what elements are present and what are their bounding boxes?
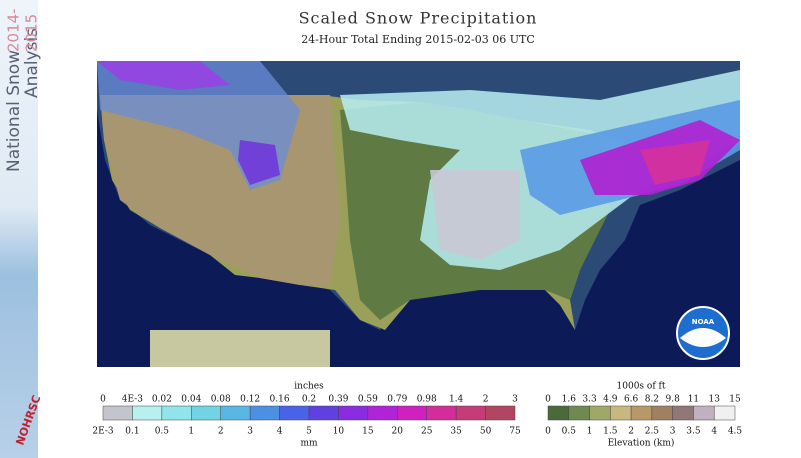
sidebar-year: 2014- (5, 8, 23, 52)
legend-label: 3.3 (582, 395, 597, 405)
legend-swatch (426, 405, 457, 421)
legend-swatch (308, 405, 339, 421)
legend-label: 1.4 (449, 395, 464, 405)
legend-label: 4.9 (603, 395, 618, 405)
legend-label: 10 (333, 427, 345, 437)
legend-swatch (651, 405, 673, 421)
legend-label: 20 (392, 427, 404, 437)
legend-label: 0.5 (562, 427, 577, 437)
legend-label: 0 (545, 395, 551, 405)
legend-label: 1.5 (603, 427, 618, 437)
legend-label: 0.2 (302, 395, 316, 405)
legend-label: 0.16 (270, 395, 290, 405)
legend-label: 0.5 (155, 427, 170, 437)
legend-label: 5 (306, 427, 312, 437)
legend-label: 6.6 (624, 395, 639, 405)
legend-label: 2 (218, 427, 224, 437)
legend-label: 4.5 (728, 427, 743, 437)
legend-label: 0.02 (152, 395, 172, 405)
legend-label: 2 (628, 427, 634, 437)
legend-label: 1 (188, 427, 194, 437)
legend-swatch (102, 405, 133, 421)
legend-label: 15 (729, 395, 741, 405)
legend-label: 0 (545, 427, 551, 437)
legend-swatch (397, 405, 427, 421)
legend-label: 1 (587, 427, 593, 437)
legend-swatch (713, 405, 736, 421)
title: Scaled Snow Precipitation (299, 9, 538, 28)
legend-label: 15 (362, 427, 374, 437)
legend-label: 4 (711, 427, 717, 437)
legend-label: 9.8 (666, 395, 681, 405)
legend-swatch (693, 405, 715, 421)
legend-label: 3.5 (686, 427, 701, 437)
legend-label: 2E-3 (92, 427, 114, 437)
legend-label: 11 (688, 395, 699, 405)
legend-swatch (161, 405, 192, 421)
legend-label: 3 (247, 427, 253, 437)
legend-swatch (485, 405, 516, 421)
legend-label: 3 (670, 427, 676, 437)
legend-label: 8.2 (645, 395, 659, 405)
legend-swatch (589, 405, 611, 421)
legend-label: 0.79 (387, 395, 407, 405)
legend-swatch (191, 405, 221, 421)
legend-label: 2.5 (645, 427, 660, 437)
legend-label: 4 (277, 427, 283, 437)
legend-label: 13 (708, 395, 720, 405)
legend-label: 25 (421, 427, 433, 437)
sidebar-title: Analysis (22, 28, 42, 98)
legend-swatch (220, 405, 251, 421)
legend-swatch (568, 405, 590, 421)
sidebar-year: 2015 (23, 14, 41, 52)
legend-label: 75 (509, 427, 521, 437)
legend-swatch (630, 405, 653, 421)
legend-swatch (249, 405, 280, 421)
sidebar-title: National Snow (4, 50, 24, 172)
legend-label: 0.1 (125, 427, 139, 437)
legend-label: 0 (100, 395, 106, 405)
legend-swatch (455, 405, 486, 421)
map: NOAA (97, 61, 740, 367)
legend-swatch (610, 405, 632, 421)
legend-unit: 1000s of ft (617, 382, 666, 392)
legend-swatch (279, 405, 310, 421)
legend-label: 0.04 (181, 395, 201, 405)
legend-swatch (547, 405, 570, 421)
legend-swatch (367, 405, 398, 421)
legend-label: 35 (450, 427, 462, 437)
legend-unit: inches (294, 382, 324, 392)
legend-unit: mm (300, 439, 318, 449)
legend-swatch (132, 405, 163, 421)
legend-label: 50 (480, 427, 492, 437)
legend-label: 3 (512, 395, 518, 405)
sidebar (0, 0, 38, 458)
legend-label: 4E-3 (122, 395, 144, 405)
legend-label: 2 (483, 395, 489, 405)
legend-unit: Elevation (km) (608, 438, 675, 449)
legend-swatch (338, 405, 369, 421)
legend-label: 0.08 (211, 395, 231, 405)
noaa-logo: NOAA (692, 318, 715, 326)
legend-label: 1.6 (562, 395, 577, 405)
legend-label: 0.39 (328, 395, 348, 405)
legends: inches mm 1000s of ft Elevation (km) 0 4E… (92, 382, 742, 449)
legend-swatch (672, 405, 694, 421)
legend-label: 0.59 (358, 395, 378, 405)
subtitle: 24-Hour Total Ending 2015-02-03 06 UTC (301, 33, 535, 46)
legend-label: 0.12 (240, 395, 260, 405)
legend-label: 0.98 (417, 395, 437, 405)
